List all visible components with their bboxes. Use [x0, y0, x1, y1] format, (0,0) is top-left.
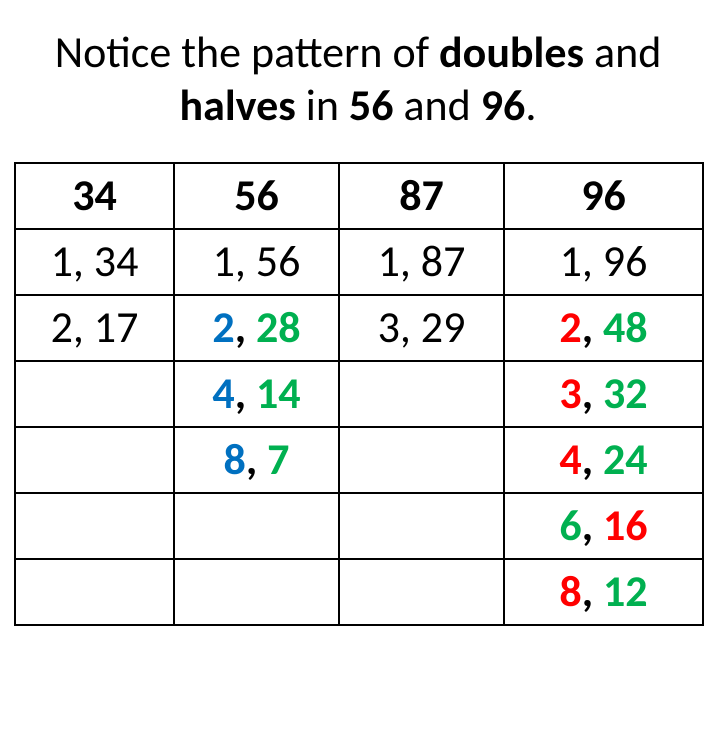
cell-segment: 3, 29 [378, 300, 466, 354]
table-cell: 1, 56 [174, 229, 339, 295]
cell-segment: , [582, 366, 603, 420]
cell-segment: 7 [267, 432, 289, 486]
table-row: 8, 12 [15, 559, 703, 625]
heading-part-7: 96 [481, 78, 526, 132]
table-cell [339, 361, 504, 427]
factor-table-head: 34568796 [15, 163, 703, 229]
table-cell: 3, 32 [504, 361, 703, 427]
cell-segment: 1, 34 [51, 234, 139, 288]
table-cell: 4, 14 [174, 361, 339, 427]
cell-segment: 6 [559, 498, 581, 552]
table-cell: 8, 7 [174, 427, 339, 493]
table-cell [339, 427, 504, 493]
cell-segment: 32 [603, 366, 648, 420]
table-cell: 2, 48 [504, 295, 703, 361]
table-row: 6, 16 [15, 493, 703, 559]
table-row: 1, 34 1, 56 1, 87 1, 96 [15, 229, 703, 295]
cell-segment: 8 [559, 564, 581, 618]
heading-part-6: and [394, 78, 481, 132]
table-cell: 2, 17 [15, 295, 174, 361]
cell-segment: , [582, 498, 603, 552]
cell-segment: 24 [603, 432, 648, 486]
heading-part-0: Notice the pattern of [55, 25, 439, 79]
table-cell: 6, 16 [504, 493, 703, 559]
cell-segment: 4 [559, 432, 581, 486]
heading-part-1: doubles [439, 25, 584, 79]
factor-table-header-row: 34568796 [15, 163, 703, 229]
cell-segment: 1, 96 [560, 234, 648, 288]
heading: Notice the pattern of doubles and halves… [14, 26, 702, 132]
cell-segment: , [582, 432, 603, 486]
heading-part-8: . [525, 78, 536, 132]
table-cell: 1, 87 [339, 229, 504, 295]
table-row: 4, 14 3, 32 [15, 361, 703, 427]
cell-segment: 1, 56 [213, 234, 301, 288]
table-cell [15, 427, 174, 493]
table-cell [174, 559, 339, 625]
cell-segment: 2 [212, 300, 234, 354]
table-cell [174, 493, 339, 559]
page: Notice the pattern of doubles and halves… [0, 0, 716, 626]
cell-segment: , [246, 432, 267, 486]
cell-segment: , [235, 366, 256, 420]
col-header-96: 96 [504, 163, 703, 229]
table-row: 8, 7 4, 24 [15, 427, 703, 493]
cell-segment: 8 [224, 432, 246, 486]
heading-part-3: halves [180, 78, 296, 132]
cell-segment: , [582, 300, 603, 354]
cell-segment: , [235, 300, 256, 354]
cell-segment: 28 [256, 300, 301, 354]
cell-segment: 4 [212, 366, 234, 420]
table-cell [15, 559, 174, 625]
cell-segment: 14 [256, 366, 301, 420]
table-cell: 1, 34 [15, 229, 174, 295]
cell-segment: 2 [559, 300, 581, 354]
cell-segment: 3 [559, 366, 581, 420]
col-header-34: 34 [15, 163, 174, 229]
cell-segment: , [582, 564, 603, 618]
heading-part-4: in [296, 78, 349, 132]
factor-table-body: 1, 341, 561, 871, 962, 172, 283, 292, 48… [15, 229, 703, 625]
heading-part-5: 56 [349, 78, 394, 132]
col-header-87: 87 [339, 163, 504, 229]
table-cell: 8, 12 [504, 559, 703, 625]
cell-segment: 48 [603, 300, 648, 354]
table-cell [339, 559, 504, 625]
table-cell: 4, 24 [504, 427, 703, 493]
cell-segment: 16 [603, 498, 648, 552]
cell-segment: 12 [603, 564, 648, 618]
col-header-56: 56 [174, 163, 339, 229]
table-cell: 3, 29 [339, 295, 504, 361]
table-cell: 2, 28 [174, 295, 339, 361]
table-cell [339, 493, 504, 559]
table-cell: 1, 96 [504, 229, 703, 295]
factor-table: 34568796 1, 341, 561, 871, 962, 172, 283… [14, 162, 704, 626]
table-row: 2, 17 2, 28 3, 29 2, 48 [15, 295, 703, 361]
cell-segment: 1, 87 [378, 234, 466, 288]
table-cell [15, 361, 174, 427]
heading-part-2: and [584, 25, 661, 79]
table-cell [15, 493, 174, 559]
cell-segment: 2, 17 [51, 300, 139, 354]
